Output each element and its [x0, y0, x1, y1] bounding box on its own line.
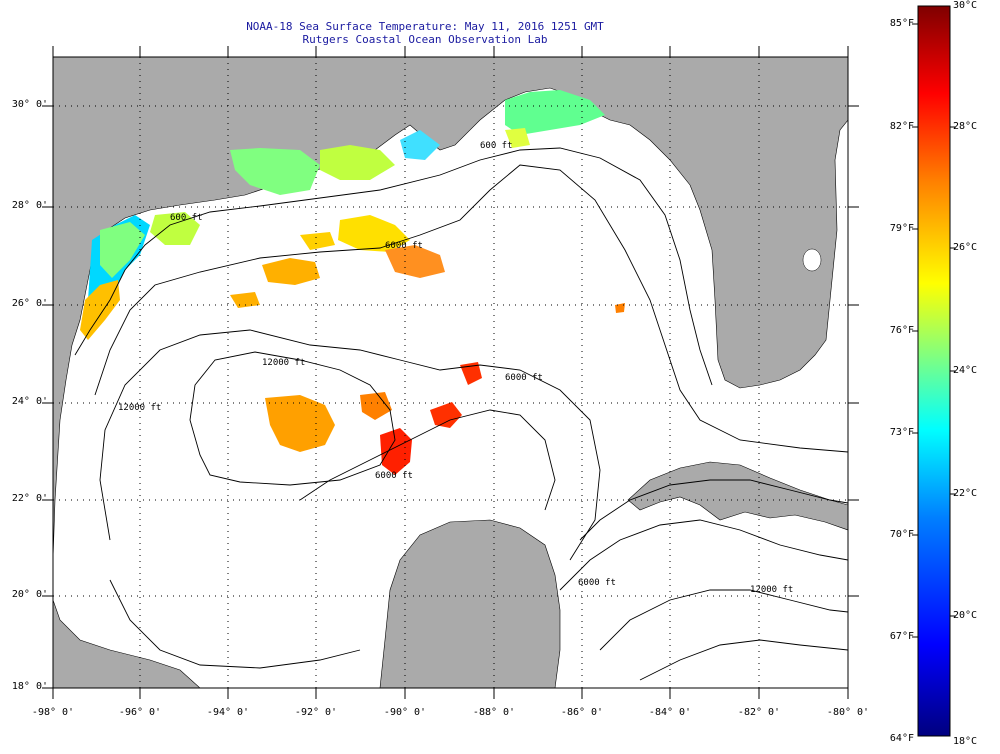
lon-label: -80° 0' — [826, 707, 870, 718]
lat-label: 22° 0' — [11, 493, 48, 504]
axis-ticks — [42, 46, 859, 699]
colorbar-f-label: 76°F — [889, 325, 914, 336]
isobath-label: 6000 ft — [375, 471, 413, 481]
colorbar-f-label: 70°F — [889, 529, 914, 540]
graticule — [53, 57, 848, 688]
colorbar — [917, 5, 951, 737]
lon-label: -90° 0' — [383, 707, 427, 718]
isobath-label: 6000 ft — [578, 578, 616, 588]
lon-label: -88° 0' — [472, 707, 516, 718]
colorbar-f-label: 67°F — [889, 631, 914, 642]
sst-data-layer — [80, 90, 625, 475]
colorbar-c-label: 24°C — [953, 365, 978, 376]
lat-label: 26° 0' — [11, 298, 48, 309]
colorbar-f-label: 82°F — [889, 121, 914, 132]
colorbar-f-label: 79°F — [889, 223, 914, 234]
isobath-label: 12000 ft — [118, 403, 161, 413]
colorbar-f-label: 85°F — [889, 18, 914, 29]
isobath-label: 12000 ft — [750, 585, 793, 595]
isobath-label: 6000 ft — [385, 241, 423, 251]
lat-label: 18° 0' — [11, 681, 48, 692]
lake-okeechobee — [802, 248, 822, 272]
isobath-label: 600 ft — [170, 213, 203, 223]
colorbar-c-label: 22°C — [953, 488, 978, 499]
land-cuba — [627, 461, 848, 531]
colorbar-c-label: 18°C — [953, 736, 978, 747]
lat-label: 30° 0' — [11, 99, 48, 110]
colorbar-f-label: 73°F — [889, 427, 914, 438]
colorbar-c-label: 26°C — [953, 242, 978, 253]
lon-label: -92° 0' — [294, 707, 338, 718]
colorbar-f-label: 64°F — [889, 733, 914, 744]
land-yucatan — [379, 519, 561, 688]
land-mexico-south — [53, 599, 201, 688]
isobath-label: 6000 ft — [505, 373, 543, 383]
isobath-label: 12000 ft — [262, 358, 305, 368]
colorbar-ticks — [912, 23, 956, 638]
lon-label: -82° 0' — [737, 707, 781, 718]
lon-label: -94° 0' — [206, 707, 250, 718]
map-frame — [52, 56, 849, 689]
colorbar-c-label: 20°C — [953, 610, 978, 621]
map-subtitle: Rutgers Coastal Ocean Observation Lab — [302, 33, 548, 46]
lon-label: -98° 0' — [31, 707, 75, 718]
lat-label: 20° 0' — [11, 589, 48, 600]
bathymetry-contours — [74, 147, 848, 681]
lon-label: -86° 0' — [560, 707, 604, 718]
colorbar-c-label: 30°C — [953, 0, 978, 11]
lon-label: -96° 0' — [118, 707, 162, 718]
lat-label: 28° 0' — [11, 200, 48, 211]
colorbar-c-label: 28°C — [953, 121, 978, 132]
lat-label: 24° 0' — [11, 396, 48, 407]
lon-label: -84° 0' — [648, 707, 692, 718]
isobath-label: 600 ft — [480, 141, 513, 151]
map-title: NOAA-18 Sea Surface Temperature: May 11,… — [246, 20, 604, 33]
